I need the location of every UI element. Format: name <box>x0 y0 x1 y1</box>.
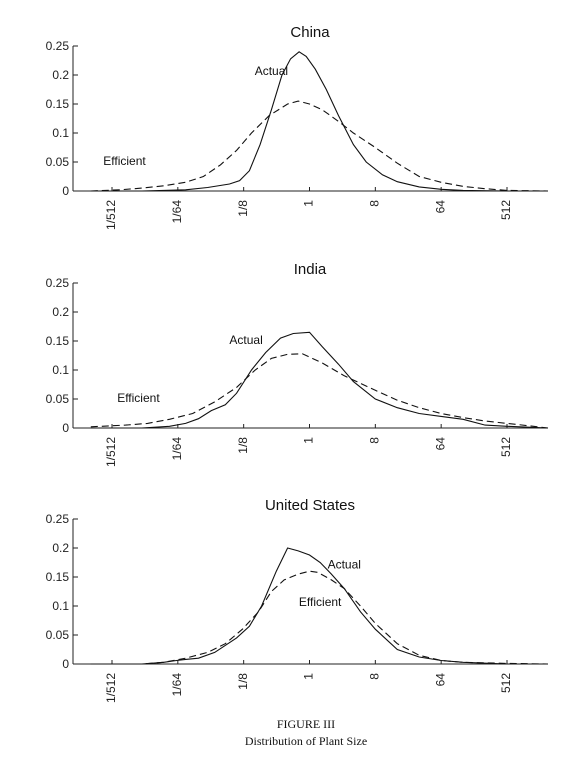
x-tick-label: 64 <box>433 437 447 451</box>
annotation-efficient: Efficient <box>103 154 146 168</box>
x-tick-label: 1 <box>302 673 316 680</box>
figure-caption-title: Distribution of Plant Size <box>245 734 367 748</box>
chart-panel-1: India 0 0.05 0.1 0.15 0.2 0.25 1/512 1/64 1/8 1 8 64… <box>46 261 549 467</box>
y-tick-label: 0.15 <box>46 97 70 111</box>
annotation-actual: Actual <box>255 64 288 78</box>
x-tick-label: 64 <box>433 200 447 214</box>
y-tick-label: 0.05 <box>46 628 70 642</box>
y-tick-label: 0 <box>62 657 69 671</box>
x-tick-label: 512 <box>499 437 513 457</box>
y-tick-label: 0.15 <box>46 334 70 348</box>
y-tick-label: 0.25 <box>46 276 70 290</box>
x-tick-label: 64 <box>433 673 447 687</box>
x-tick-label: 1 <box>302 200 316 207</box>
x-tick-label: 1/512 <box>104 200 118 230</box>
y-tick-label: 0.2 <box>52 541 69 555</box>
x-tick-label: 1/8 <box>236 673 250 690</box>
y-tick-label: 0.25 <box>46 39 70 53</box>
x-tick-label: 8 <box>368 200 382 207</box>
x-tick-label: 1/64 <box>170 200 184 224</box>
chart-panel-0: China 0 0.05 0.1 0.15 0.2 0.25 1/512 1/64 1/8 1 8 64… <box>46 24 549 230</box>
series-line-efficient <box>90 570 549 665</box>
y-tick-label: 0.25 <box>46 512 70 526</box>
x-tick-label: 512 <box>499 673 513 693</box>
x-tick-label: 1 <box>302 437 316 444</box>
y-tick-label: 0.05 <box>46 392 70 406</box>
y-tick-label: 0.1 <box>52 363 69 377</box>
series-line-actual <box>90 51 548 192</box>
panel-title: United States <box>265 497 355 514</box>
annotation-efficient: Efficient <box>117 391 160 405</box>
series-line-actual <box>90 331 549 429</box>
figure-caption-label: FIGURE III <box>277 717 335 731</box>
y-tick-label: 0.2 <box>52 68 69 82</box>
annotation-actual: Actual <box>328 557 361 571</box>
y-tick-label: 0.1 <box>52 126 69 140</box>
series-line-efficient <box>90 100 549 192</box>
y-tick-label: 0.1 <box>52 599 69 613</box>
chart-panel-2: United States 0 0.05 0.1 0.15 0.2 0.25 1/512 1/6… <box>46 497 549 703</box>
y-tick-label: 0 <box>62 184 69 198</box>
annotation-efficient: Efficient <box>299 595 342 609</box>
y-tick-label: 0.15 <box>46 570 70 584</box>
x-tick-label: 1/64 <box>170 673 184 697</box>
x-tick-label: 8 <box>368 673 382 680</box>
y-tick-label: 0.2 <box>52 305 69 319</box>
chart-panels: China 0 0.05 0.1 0.15 0.2 0.25 1/512 1/64 1/8 1 8 64… <box>46 24 549 703</box>
x-tick-label: 1/8 <box>236 437 250 454</box>
x-tick-label: 1/512 <box>104 437 118 467</box>
x-tick-label: 1/512 <box>104 673 118 703</box>
y-tick-label: 0 <box>62 421 69 435</box>
series-line-actual <box>90 547 548 665</box>
panel-title: China <box>290 24 330 41</box>
x-tick-label: 1/8 <box>236 200 250 217</box>
y-tick-label: 0.05 <box>46 155 70 169</box>
panel-title: India <box>294 261 327 278</box>
x-tick-label: 512 <box>499 200 513 220</box>
annotation-actual: Actual <box>229 333 262 347</box>
x-tick-label: 8 <box>368 437 382 444</box>
series-line-efficient <box>90 353 549 429</box>
x-tick-label: 1/64 <box>170 437 184 461</box>
